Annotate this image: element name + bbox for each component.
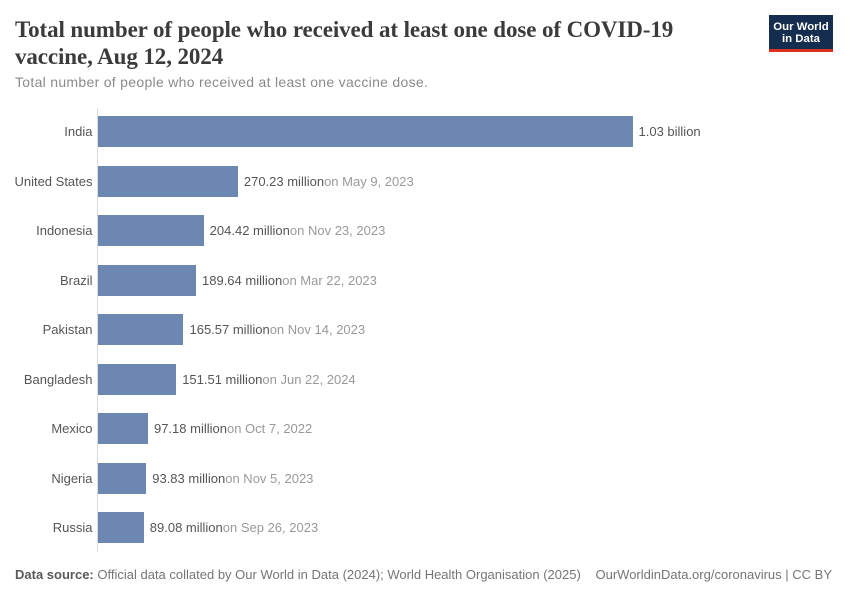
value-label: 89.08 millionon Sep 26, 2023	[150, 520, 318, 535]
date-label: on Nov 14, 2023	[269, 322, 366, 337]
bar[interactable]	[97, 314, 184, 345]
country-label: Brazil	[59, 272, 93, 288]
date-label: on Sep 26, 2023	[222, 520, 319, 535]
value-text: 93.83 million	[152, 470, 226, 486]
value-label: 270.23 millionon May 9, 2023	[244, 174, 414, 189]
value-label: 1.03 billion	[639, 124, 701, 139]
chart-title: Total number of people who received at l…	[15, 16, 674, 70]
value-label: 189.64 millionon Mar 22, 2023	[202, 273, 377, 288]
value-text: 165.57 million	[189, 322, 270, 337]
bar-rows: India 1.03 billion United States 270.23 mil…	[0, 107, 850, 553]
bar[interactable]	[97, 264, 196, 296]
country-label: Pakistan	[42, 322, 93, 337]
bar-row: Pakistan 165.57 millionon Nov 14, 2023	[0, 305, 850, 355]
data-source-note: Data source: Official data collated by O…	[15, 567, 581, 582]
y-axis-line	[96, 107, 98, 552]
bar[interactable]	[97, 116, 633, 147]
bar-row: Mexico 97.18 millionon Oct 7, 2022	[0, 404, 850, 454]
bar-row: Indonesia 204.42 millionon Nov 23, 2023	[0, 206, 850, 256]
country-label: Bangladesh	[23, 371, 93, 387]
bar[interactable]	[97, 462, 147, 494]
value-text: 1.03 billion	[638, 124, 701, 139]
bar-row: United States 270.23 millionon May 9, 202…	[0, 156, 850, 206]
bar-row: India 1.03 billion	[0, 107, 850, 157]
bar[interactable]	[97, 215, 204, 246]
value-label: 97.18 millionon Oct 7, 2022	[154, 421, 312, 436]
country-label: Nigeria	[51, 470, 93, 486]
date-label: on Oct 7, 2022	[226, 421, 313, 436]
value-text: 189.64 million	[202, 272, 283, 288]
owid-logo-line2: in Data	[782, 33, 820, 45]
chart-subtitle: Total number of people who received at l…	[15, 74, 429, 90]
bar[interactable]	[97, 512, 144, 543]
country-label: United States	[14, 173, 93, 189]
bar-row: Brazil 189.64 millionon Mar 22, 2023	[0, 255, 850, 305]
value-label: 93.83 millionon Nov 5, 2023	[152, 471, 313, 486]
bar-row: Russia 89.08 millionon Sep 26, 2023	[0, 503, 850, 553]
value-label: 151.51 millionon Jun 22, 2024	[182, 372, 355, 387]
country-label: India	[64, 124, 93, 139]
country-label: Russia	[52, 520, 93, 535]
bar[interactable]	[97, 363, 177, 395]
country-label: Mexico	[51, 421, 93, 436]
chart-footer: Data source: Official data collated by O…	[15, 567, 832, 582]
value-text: 97.18 million	[153, 421, 227, 436]
country-label: Indonesia	[36, 223, 93, 238]
value-text: 204.42 million	[209, 223, 290, 238]
date-label: on Nov 5, 2023	[225, 470, 314, 486]
value-text: 270.23 million	[243, 173, 325, 189]
bar[interactable]	[97, 413, 148, 444]
date-label: on Nov 23, 2023	[289, 223, 386, 238]
bar-row: Bangladesh 151.51 millionon Jun 22, 2024	[0, 354, 850, 404]
owid-logo[interactable]: Our World in Data	[769, 15, 833, 52]
bar-row: Nigeria 93.83 millionon Nov 5, 2023	[0, 453, 850, 503]
data-source-label: Data source:	[15, 567, 94, 582]
data-source-text: Official data collated by Our World in D…	[97, 567, 581, 582]
owid-logo-line1: Our World	[773, 21, 829, 33]
bar[interactable]	[97, 165, 238, 197]
value-text: 89.08 million	[149, 520, 223, 535]
date-label: on Mar 22, 2023	[282, 272, 377, 288]
value-label: 165.57 millionon Nov 14, 2023	[189, 322, 365, 337]
date-label: on Jun 22, 2024	[262, 371, 356, 387]
value-text: 151.51 million	[182, 371, 263, 387]
value-label: 204.42 millionon Nov 23, 2023	[210, 223, 386, 238]
bar-chart: India 1.03 billion United States 270.23 mil…	[0, 107, 850, 553]
owid-link[interactable]: OurWorldinData.org/coronavirus | CC BY	[595, 567, 832, 582]
date-label: on May 9, 2023	[324, 173, 414, 189]
